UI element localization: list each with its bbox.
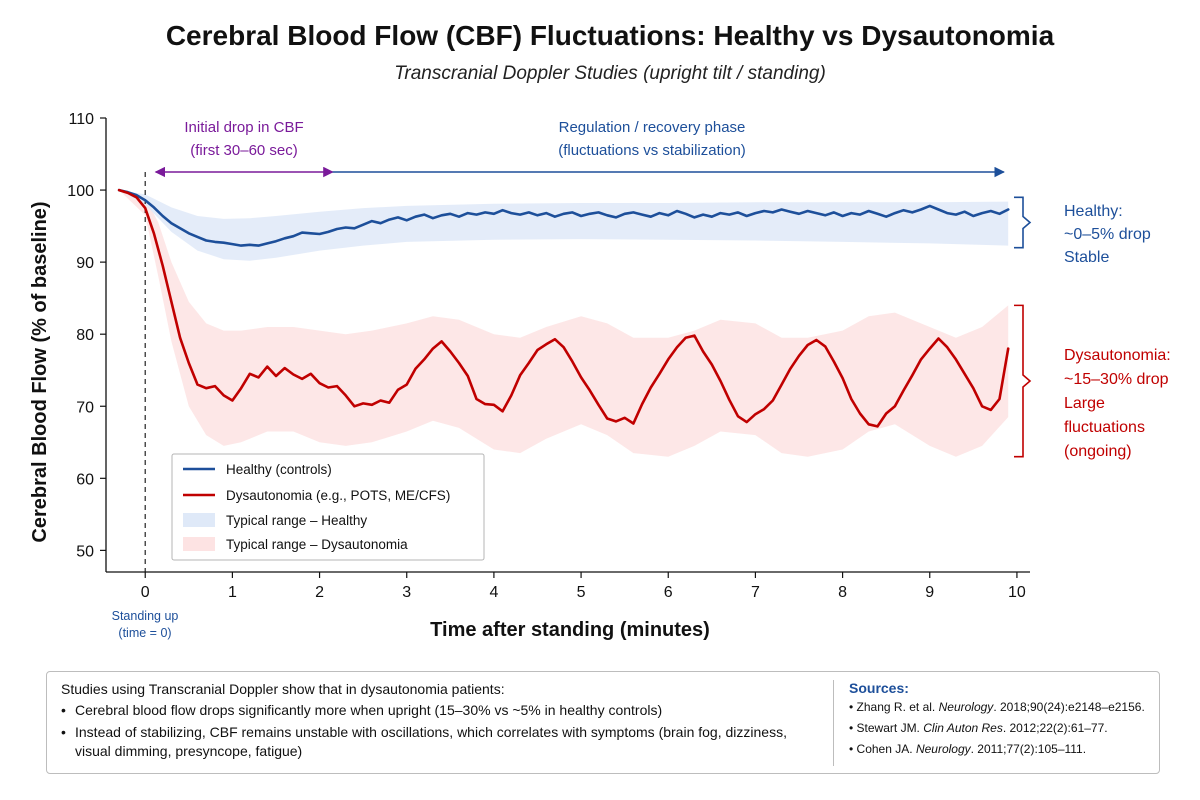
x-tick-label: 3 [402, 584, 411, 601]
y-tick-label: 70 [76, 399, 94, 416]
legend-swatch-healthy-range [183, 513, 215, 527]
source-item: Stewart JM. Clin Auton Res. 2012;22(2):6… [849, 720, 1149, 737]
findings-text: Studies using Transcranial Doppler show … [61, 680, 821, 764]
healthy-side-label-2: ~0–5% drop [1064, 226, 1151, 243]
source-author: Cohen JA. [856, 742, 913, 756]
legend-label-healthy-range: Typical range – Healthy [226, 513, 367, 528]
x-axis-title: Time after standing (minutes) [430, 619, 710, 641]
cbf-chart: Cerebral Blood Flow (CBF) Fluctuations: … [29, 20, 1171, 641]
y-axis-title: Cerebral Blood Flow (% of baseline) [29, 201, 51, 542]
phase-annotations: Initial drop in CBF (first 30–60 sec) Re… [154, 119, 1005, 178]
source-author: Stewart JM. [856, 721, 920, 735]
source-journal: Neurology [915, 742, 971, 756]
x-tick-label: 1 [228, 584, 237, 601]
standing-label-1: Standing up [112, 609, 179, 623]
side-annotations: Healthy: ~0–5% drop Stable Dysautonomia:… [1014, 196, 1171, 460]
findings-list: Cerebral blood flow drops significantly … [61, 701, 821, 761]
chart-subtitle: Transcranial Doppler Studies (upright ti… [394, 63, 826, 84]
regulation-label-2: (fluctuations vs stabilization) [558, 142, 746, 159]
findings-box: Studies using Transcranial Doppler show … [46, 671, 1160, 774]
healthy-side-label-1: Healthy: [1064, 203, 1123, 220]
band-healthy [119, 190, 1009, 261]
findings-divider [833, 680, 834, 766]
healthy-side-label-3: Stable [1064, 249, 1109, 266]
standing-label-2: (time = 0) [118, 626, 171, 640]
legend-box [171, 453, 485, 561]
x-tick-label: 4 [489, 584, 498, 601]
chart-title: Cerebral Blood Flow (CBF) Fluctuations: … [166, 20, 1055, 51]
initial-drop-label-1: Initial drop in CBF [184, 119, 303, 136]
x-tick-label: 8 [838, 584, 847, 601]
source-item: Zhang R. et al. Neurology. 2018;90(24):e… [849, 699, 1149, 716]
legend-label-dysautonomia-range: Typical range – Dysautonomia [226, 537, 408, 552]
series-line-dysautonomia [117, 188, 1010, 428]
source-item: Cohen JA. Neurology. 2011;77(2):105–111. [849, 741, 1149, 758]
source-detail: . 2011;77(2):105–111. [970, 742, 1087, 756]
sources-panel: Sources: Zhang R. et al. Neurology. 2018… [849, 680, 1149, 762]
y-tick-label: 90 [76, 255, 94, 272]
source-detail: . 2012;22(2):61–77. [1002, 721, 1108, 735]
legend-label-healthy: Healthy (controls) [226, 462, 332, 477]
x-tick-label: 0 [141, 584, 150, 601]
findings-intro: Studies using Transcranial Doppler show … [61, 681, 505, 697]
source-author: Zhang R. et al. [856, 700, 936, 714]
y-tick-label: 80 [76, 327, 94, 344]
y-tick-label: 50 [76, 543, 94, 560]
healthy-bracket [1014, 196, 1032, 249]
dysautonomia-bracket [1014, 304, 1032, 458]
dys-side-label-2: ~15–30% drop [1064, 371, 1169, 388]
dys-side-label-4: fluctuations [1064, 419, 1145, 436]
x-tick-label: 5 [577, 584, 586, 601]
dys-side-label-5: (ongoing) [1064, 443, 1132, 460]
sources-heading: Sources: [849, 680, 909, 696]
dys-side-label-3: Large [1064, 395, 1105, 412]
series-lines [117, 188, 1010, 428]
legend-swatch-dysautonomia-range [183, 537, 215, 551]
y-tick-label: 60 [76, 471, 94, 488]
x-tick-label: 9 [925, 584, 934, 601]
x-tick-label: 2 [315, 584, 324, 601]
x-tick-label: 10 [1008, 584, 1026, 601]
source-journal: Neurology [938, 700, 994, 714]
findings-bullet: Cerebral blood flow drops significantly … [61, 701, 821, 720]
axes: 50 60 70 80 90 100 110 0 1 2 3 4 5 6 7 8 9 10 [67, 111, 1030, 601]
dys-side-label-1: Dysautonomia: [1064, 347, 1171, 364]
x-tick-label: 6 [664, 584, 673, 601]
initial-drop-label-2: (first 30–60 sec) [190, 142, 298, 159]
series-line-healthy [117, 188, 1010, 247]
y-tick-label: 110 [68, 111, 94, 128]
source-detail: . 2018;90(24):e2148–e2156. [993, 700, 1145, 714]
source-journal: Clin Auton Res [923, 721, 1003, 735]
legend-label-dysautonomia: Dysautonomia (e.g., POTS, ME/CFS) [226, 488, 450, 503]
legend: Healthy (controls) Dysautonomia (e.g., P… [171, 453, 485, 561]
x-tick-label: 7 [751, 584, 760, 601]
findings-bullet: Instead of stabilizing, CBF remains unst… [61, 723, 821, 761]
y-tick-label: 100 [67, 183, 94, 200]
regulation-label-1: Regulation / recovery phase [559, 119, 746, 136]
range-bands [119, 190, 1009, 457]
